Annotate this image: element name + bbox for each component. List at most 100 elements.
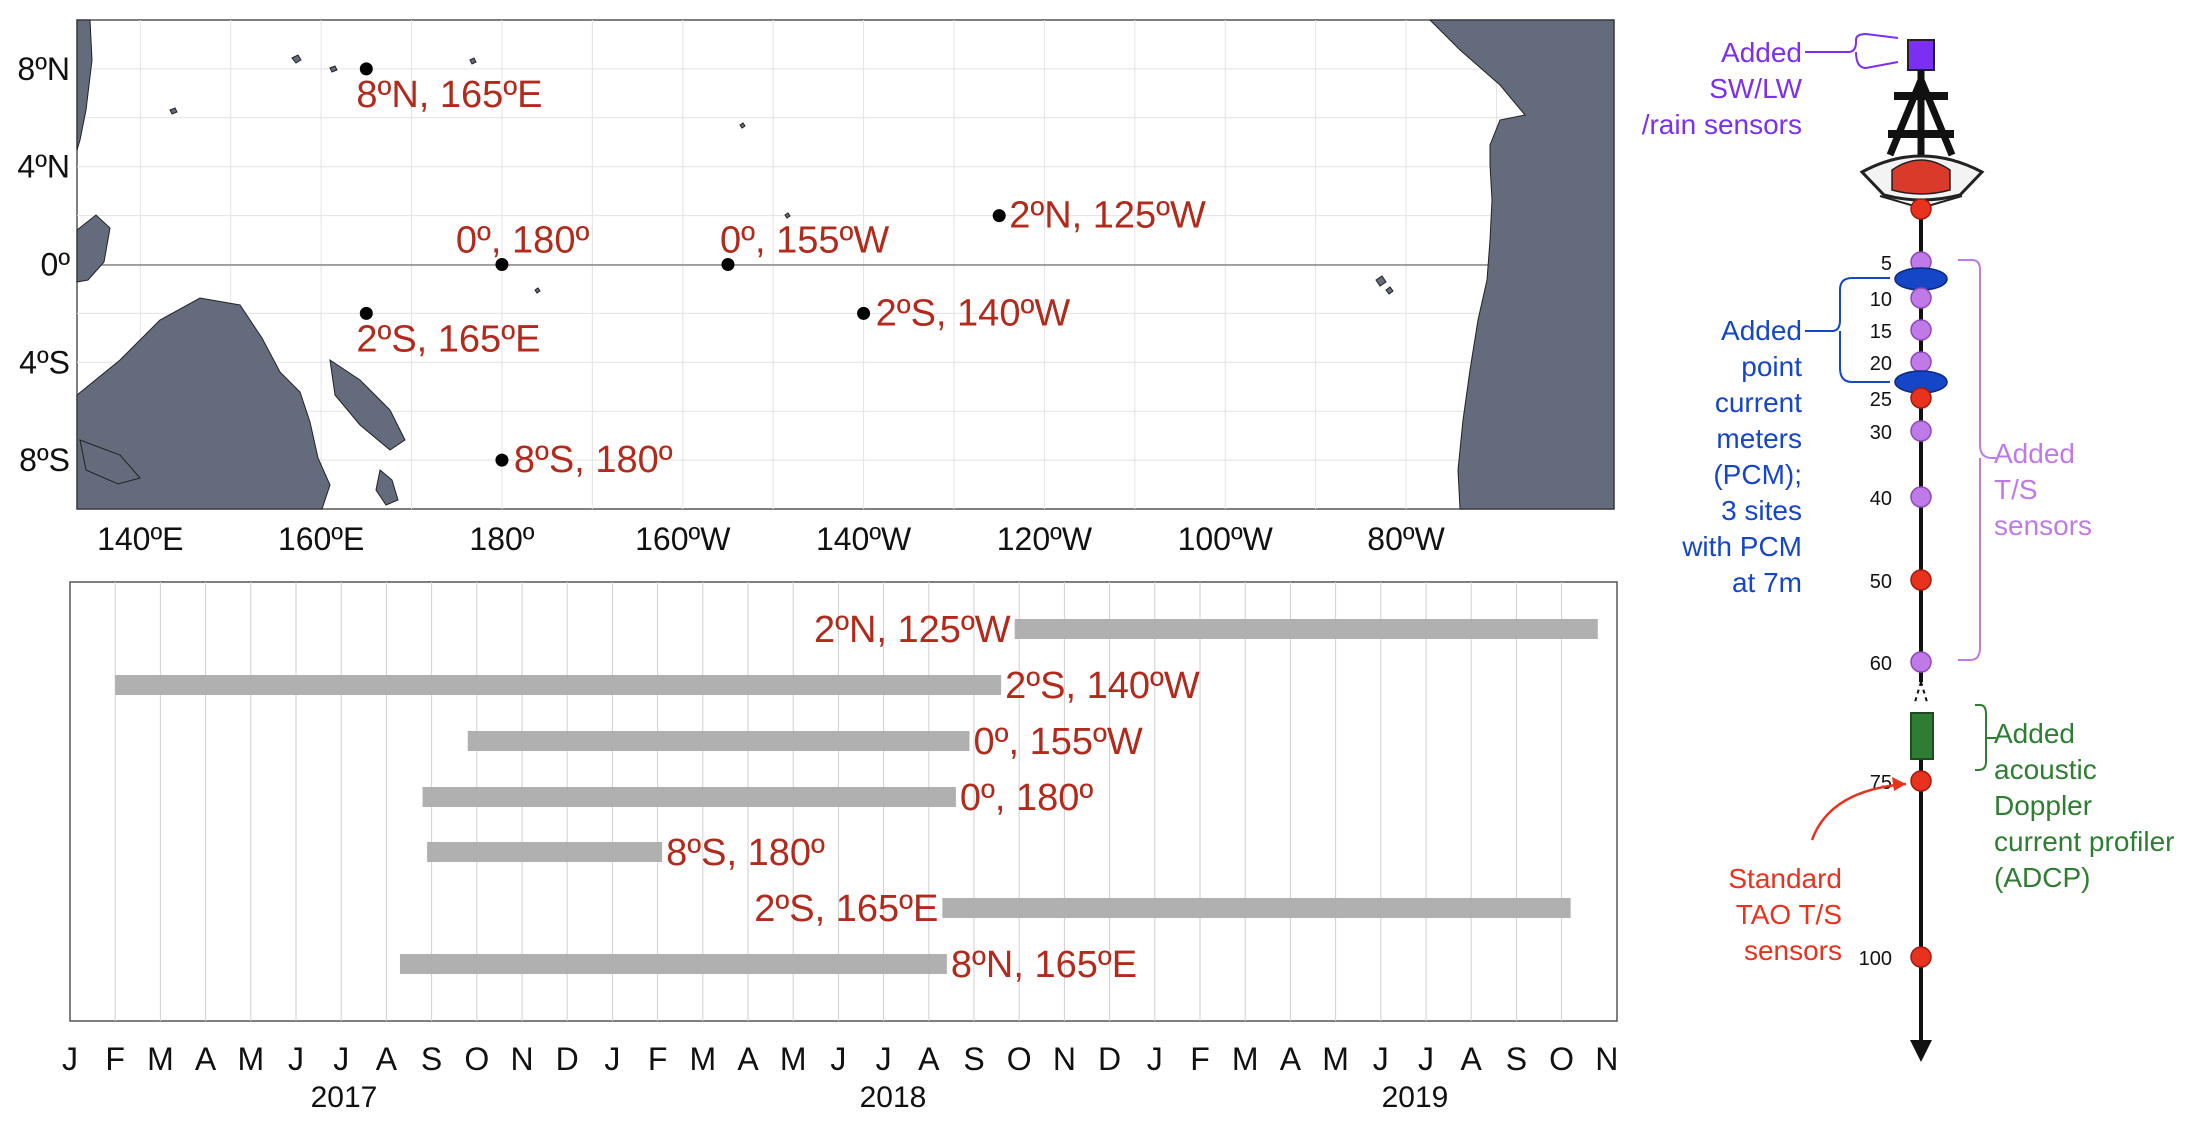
ts-sensor-60 [1910, 651, 1932, 673]
depth-label-75: 75 [1870, 772, 1892, 794]
month-tick-label: J [830, 1041, 846, 1077]
adcp-bracket [1975, 704, 1996, 771]
standard-sensor-25 [1910, 387, 1932, 409]
deployment-label: 8ºN, 165ºE [951, 944, 1137, 986]
annotation-radiation: Added SW/LW/rain sensors [1642, 37, 1803, 140]
month-tick-label: M [780, 1041, 807, 1077]
site-marker [857, 306, 871, 320]
month-tick-label: N [1053, 1041, 1076, 1077]
deployment-label: 2ºS, 140ºW [1005, 665, 1200, 707]
radiation-bracket [1805, 32, 1899, 70]
land-new-guinea-north [76, 19, 93, 151]
pcm-bracket [1805, 277, 1890, 383]
depth-label-30: 30 [1870, 422, 1892, 444]
standard-arrow [1810, 782, 1907, 841]
depth-label-60: 60 [1870, 653, 1892, 675]
month-tick-label: J [333, 1041, 349, 1077]
depth-label-50: 50 [1870, 571, 1892, 593]
tower-left-leg [1886, 78, 1925, 157]
month-tick-label: J [1373, 1041, 1389, 1077]
pcm-upper [1894, 267, 1948, 291]
month-tick-label: A [737, 1041, 759, 1077]
land-islet [739, 122, 746, 129]
radiation-sensor [1907, 39, 1935, 71]
depth-label-100: 100 [1859, 948, 1892, 970]
site-label: 2ºS, 140ºW [876, 292, 1071, 334]
site-marker [495, 453, 509, 467]
latitude-tick-label: 4ºN [17, 149, 70, 185]
longitude-tick-label: 160ºW [635, 521, 731, 557]
buoy [1859, 39, 1985, 209]
month-tick-label: A [376, 1041, 398, 1077]
land-new-guinea [76, 297, 331, 510]
depth-label-5: 5 [1881, 253, 1892, 275]
buoy-hull-red [1891, 159, 1951, 195]
land-masses [76, 19, 1615, 510]
annotation-pcm: Added point current meters (PCM); 3 sites with… [1681, 315, 1802, 598]
land-vanuatu [375, 469, 399, 506]
timeline-grid [114, 582, 1563, 1021]
longitude-tick-label: 140ºE [97, 521, 183, 557]
depth-label-15: 15 [1870, 321, 1892, 343]
tower-right-leg [1917, 78, 1956, 157]
month-tick-label: J [1418, 1041, 1434, 1077]
line-break-right [1920, 681, 1928, 703]
land-island-left [76, 214, 111, 283]
month-tick-label: N [1595, 1041, 1618, 1077]
site-label: 8ºS, 180º [514, 439, 673, 481]
anchor-arrow [1910, 1040, 1932, 1062]
site-marker [721, 258, 735, 271]
standard-sensor-100 [1910, 946, 1932, 968]
deployment-bar [427, 842, 663, 862]
site-label: 2ºS, 165ºE [356, 318, 540, 360]
longitude-tick-label: 140ºW [816, 521, 912, 557]
year-label: 2018 [860, 1081, 927, 1114]
site-label: 0º, 180º [456, 220, 590, 262]
depth-label-10: 10 [1870, 289, 1892, 311]
month-tick-label: M [147, 1041, 174, 1077]
latitude-tick-label: 4ºS [19, 344, 70, 380]
month-tick-label: M [1322, 1041, 1349, 1077]
land-islet [469, 57, 477, 65]
longitude-tick-label: 180º [469, 521, 534, 557]
month-tick-label: D [1098, 1041, 1121, 1077]
standard-arrowhead [1892, 777, 1906, 791]
site-label: 2ºN, 125ºW [1009, 195, 1206, 237]
ts-sensor-20 [1910, 351, 1932, 373]
standard-sensor-50 [1910, 569, 1932, 591]
tower-crossbar-1 [1894, 92, 1948, 100]
year-label: 2019 [1382, 1081, 1449, 1114]
ts-bracket [1958, 259, 1996, 661]
longitude-tick-label: 120ºW [997, 521, 1093, 557]
site-marker [359, 62, 373, 76]
ts-sensor-10 [1910, 287, 1932, 309]
latitude-tick-label: 8ºN [17, 51, 70, 87]
deployment-label: 2ºN, 125ºW [814, 609, 1011, 651]
standard-sensor-75 [1910, 770, 1932, 792]
deployment-label: 8ºS, 180º [666, 832, 825, 874]
ts-sensor-30 [1910, 420, 1932, 442]
latitude-tick-label: 8ºS [19, 442, 70, 478]
month-tick-label: M [1232, 1041, 1259, 1077]
year-label: 2017 [311, 1081, 378, 1114]
site-marker [495, 258, 509, 271]
month-tick-label: F [648, 1041, 668, 1077]
deployment-bar [422, 787, 956, 807]
site-marker [359, 306, 373, 320]
longitude-tick-label: 80ºW [1367, 521, 1445, 557]
site-label: 8ºN, 165ºE [356, 74, 542, 116]
deployment-label: 0º, 155ºW [973, 721, 1142, 763]
deployment-label: 2ºS, 165ºE [754, 888, 938, 930]
month-tick-label: N [510, 1041, 533, 1077]
land-solomons [329, 358, 406, 451]
latitude-tick-labels: 8ºN 4ºN 0º 4ºS 8ºS [17, 51, 70, 478]
longitude-tick-label: 160ºE [278, 521, 364, 557]
land-islet [169, 107, 178, 115]
deployment-bars: 2ºN, 125ºW 2ºS, 140ºW 0º, 155ºW 0º, 180º 8ºS… [115, 609, 1598, 986]
month-tick-label: A [918, 1041, 940, 1077]
ts-sensor-15 [1910, 319, 1932, 341]
annotation-adcp: Added acoustic Doppler current profiler (ADC… [1994, 718, 2175, 893]
annotation-standard: Standard TAO T/S sensors [1728, 863, 1842, 966]
deployment-bar [115, 675, 1002, 695]
